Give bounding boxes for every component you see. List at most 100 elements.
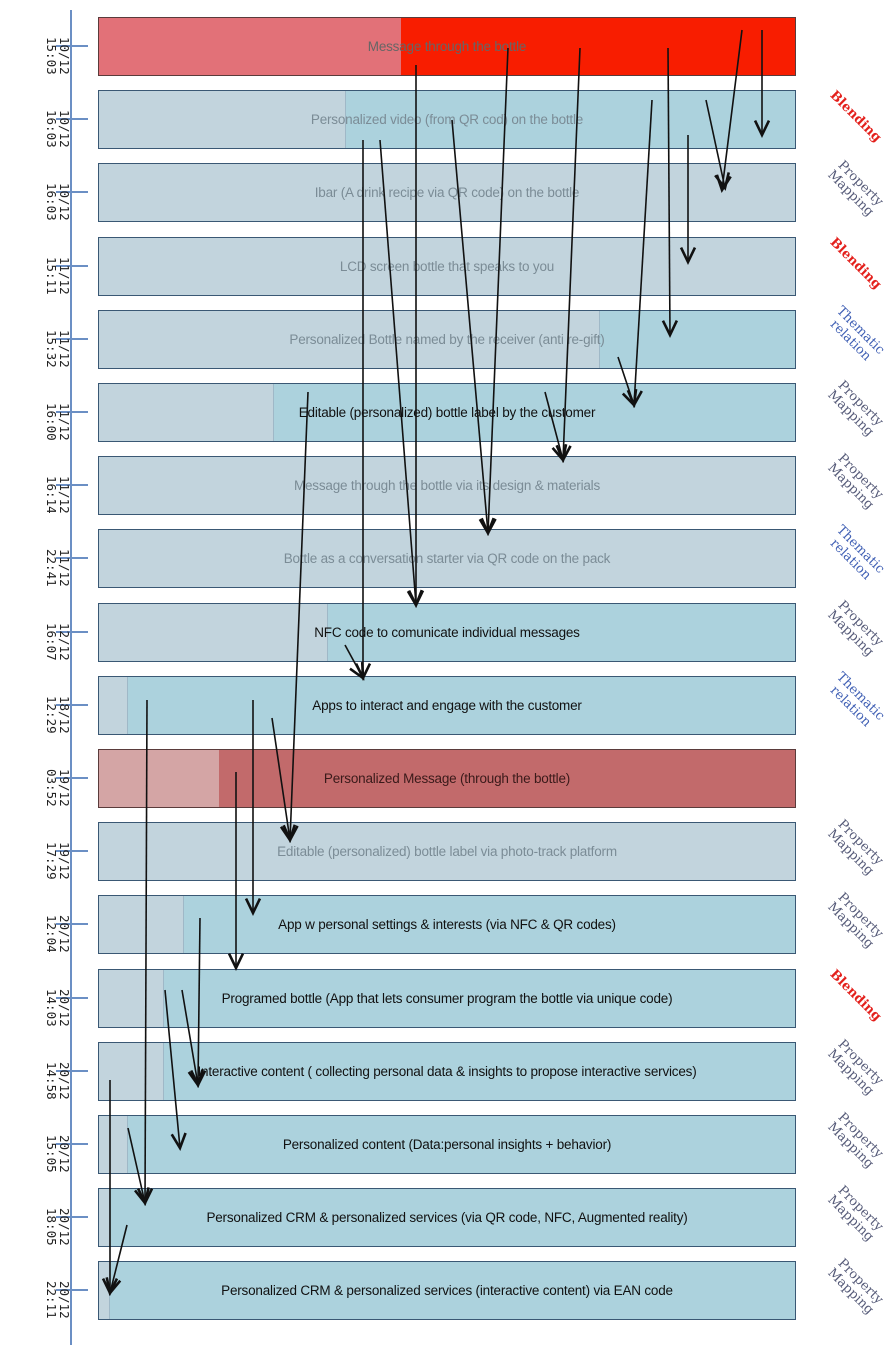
timestamp-time: 18:05 bbox=[44, 1208, 59, 1246]
idea-label: Apps to interact and engage with the cus… bbox=[312, 697, 582, 713]
idea-box: Apps to interact and engage with the cus… bbox=[98, 675, 796, 735]
idea-progress-fill bbox=[99, 237, 795, 295]
timestamp-date: 11/12 bbox=[57, 256, 72, 295]
idea-box: Programed bottle (App that lets consumer… bbox=[98, 968, 796, 1028]
idea-box: App w personal settings & interests (via… bbox=[98, 895, 796, 955]
relation-label: Thematic relation bbox=[826, 303, 888, 364]
timestamp-label: 11/12 22:41 bbox=[1, 549, 72, 587]
relation-label: Blending bbox=[826, 88, 885, 146]
idea-label: Personalized Bottle named by the receive… bbox=[289, 331, 605, 347]
timestamp-date: 20/12 bbox=[57, 915, 72, 954]
relation-label: Property Mapping bbox=[824, 1036, 886, 1099]
timestamp-time: 17:29 bbox=[44, 842, 59, 880]
relation-label: Property Mapping bbox=[824, 378, 886, 440]
timestamp-time: 14:58 bbox=[44, 1061, 59, 1100]
timeline-tick bbox=[56, 484, 88, 487]
relation-label: Blending bbox=[826, 966, 885, 1024]
idea-label: Personalized content (Data:personal insi… bbox=[282, 1137, 612, 1152]
idea-box: NFC code to comunicate individual messag… bbox=[98, 602, 796, 662]
timestamp-time: 14:03 bbox=[44, 988, 59, 1027]
idea-box: Editable (personalized) bottle label by … bbox=[98, 383, 796, 442]
relation-label: Property Mapping bbox=[824, 1183, 886, 1245]
timestamp-label: 20/12 14:03 bbox=[1, 988, 72, 1027]
timestamp-date: 20/12 bbox=[57, 988, 72, 1027]
timestamp-label: 10/12 16:03 bbox=[1, 183, 72, 222]
idea-progress-fill bbox=[99, 91, 346, 149]
timestamp-date: 11/12 bbox=[57, 403, 72, 441]
idea-progress-fill bbox=[99, 457, 795, 515]
idea-label: Ibar (A drink recipe via QR code) on the… bbox=[314, 185, 580, 201]
timestamp-label: 11/12 15:32 bbox=[1, 329, 72, 368]
timestamp-time: 15:05 bbox=[44, 1135, 59, 1173]
timestamp-date: 20/12 bbox=[57, 1061, 72, 1100]
timeline-tick bbox=[56, 118, 88, 121]
idea-label: Personalized CRM & personalized services… bbox=[221, 1283, 673, 1299]
timestamp-label: 20/12 18:05 bbox=[1, 1208, 72, 1246]
relation-label: Blending bbox=[826, 234, 885, 292]
idea-label: NFC code to comunicate individual messag… bbox=[314, 624, 580, 640]
timestamp-time: 22:11 bbox=[44, 1281, 59, 1320]
timestamp-label: 10/12 16:03 bbox=[1, 110, 72, 148]
timestamp-date: 10/12 bbox=[57, 37, 72, 75]
timestamp-date: 10/12 bbox=[57, 110, 72, 148]
timeline-tick bbox=[56, 1216, 88, 1219]
idea-progress-fill bbox=[99, 530, 795, 588]
timeline-tick bbox=[56, 996, 88, 999]
timestamp-date: 20/12 bbox=[57, 1135, 72, 1173]
idea-label: Programed bottle (App that lets consumer… bbox=[221, 990, 673, 1006]
timestamp-label: 20/12 14:58 bbox=[1, 1061, 72, 1100]
timeline-tick bbox=[56, 264, 88, 267]
timestamp-date: 11/12 bbox=[57, 476, 72, 514]
idea-box: Interactive content ( collecting persona… bbox=[98, 1041, 796, 1101]
idea-box: LCD screen bottle that speaks to you bbox=[98, 236, 796, 296]
idea-progress-fill bbox=[99, 823, 795, 881]
timestamp-label: 19/12 03:52 bbox=[1, 769, 72, 807]
timeline-tick bbox=[56, 1069, 88, 1072]
idea-box: Bottle as a conversation starter via QR … bbox=[98, 529, 796, 589]
relation-label: Thematic relation bbox=[826, 669, 888, 730]
timestamp-date: 20/12 bbox=[57, 1281, 72, 1320]
timestamp-label: 12/12 16:07 bbox=[1, 623, 72, 661]
idea-label: Personalized video (from QR cod) on the … bbox=[310, 112, 584, 128]
idea-progress-fill bbox=[99, 676, 128, 734]
relation-label: Thematic relation bbox=[826, 523, 888, 584]
idea-box: Personalized content (Data:personal insi… bbox=[98, 1115, 796, 1174]
timestamp-time: 12:29 bbox=[44, 695, 59, 734]
timestamp-time: 15:11 bbox=[44, 256, 59, 295]
idea-box: Editable (personalized) bottle label via… bbox=[98, 822, 796, 882]
timestamp-time: 16:14 bbox=[44, 476, 59, 514]
idea-label: Editable (personalized) bottle label via… bbox=[277, 844, 617, 860]
idea-label: Message through the bottle via its desig… bbox=[293, 478, 601, 494]
timestamp-date: 10/12 bbox=[57, 183, 72, 222]
relation-label: Property Mapping bbox=[824, 451, 886, 513]
relation-label: Property Mapping bbox=[824, 597, 886, 660]
idea-label: LCD screen bottle that speaks to you bbox=[339, 258, 555, 274]
timestamp-label: 10/12 15:03 bbox=[1, 37, 72, 75]
timeline-tick bbox=[56, 557, 88, 560]
idea-label: Interactive content ( collecting persona… bbox=[197, 1063, 697, 1079]
timestamp-label: 11/12 16:00 bbox=[1, 403, 72, 441]
timestamp-time: 15:32 bbox=[44, 329, 59, 368]
timestamp-date: 19/12 bbox=[57, 769, 72, 807]
idea-box: Personalized Message (through the bottle… bbox=[98, 749, 796, 808]
idea-progress-fill bbox=[99, 969, 164, 1027]
timestamp-label: 11/12 15:11 bbox=[1, 256, 72, 295]
timeline-tick bbox=[56, 411, 88, 413]
idea-box: Personalized video (from QR cod) on the … bbox=[98, 90, 796, 150]
idea-label: App w personal settings & interests (via… bbox=[278, 917, 616, 933]
idea-box: Message through the bottle via its desig… bbox=[98, 456, 796, 516]
timeline-tick bbox=[56, 777, 88, 779]
idea-progress-fill bbox=[99, 18, 401, 75]
timeline-tick bbox=[56, 1289, 88, 1292]
idea-label: Personalized Message (through the bottle… bbox=[323, 771, 571, 786]
idea-progress-fill bbox=[99, 896, 184, 954]
idea-label: Personalized CRM & personalized services… bbox=[206, 1210, 688, 1226]
arrow-head bbox=[227, 953, 245, 971]
timeline-tick bbox=[56, 923, 88, 926]
timeline-tick bbox=[56, 337, 88, 340]
timestamp-time: 12:04 bbox=[44, 915, 59, 954]
idea-box: Personalized Bottle named by the receive… bbox=[98, 309, 796, 369]
timeline-tick bbox=[56, 1143, 88, 1145]
timestamp-date: 18/12 bbox=[57, 695, 72, 734]
